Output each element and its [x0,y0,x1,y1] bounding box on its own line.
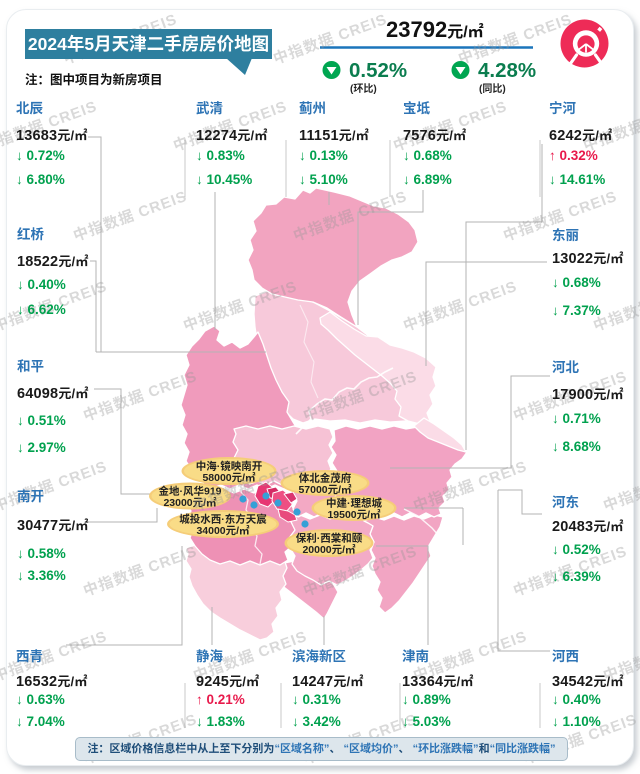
svg-text:20000元/㎡: 20000元/㎡ [302,544,356,556]
svg-text:金地·风华919: 金地·风华919 [158,485,221,498]
svg-text:体北金茂府: 体北金茂府 [299,472,352,485]
svg-text:34000元/㎡: 34000元/㎡ [196,525,250,537]
svg-text:58000元/㎡: 58000元/㎡ [202,472,256,484]
svg-text:保利·西棠和颐: 保利·西棠和颐 [296,532,363,545]
svg-text:23000元/㎡: 23000元/㎡ [163,497,217,509]
svg-text:19500元/㎡: 19500元/㎡ [327,509,381,521]
svg-text:57000元/㎡: 57000元/㎡ [298,484,352,496]
svg-text:城投水西·东方天宸: 城投水西·东方天宸 [179,513,267,526]
svg-text:中海·镜映南开: 中海·镜映南开 [196,460,263,473]
svg-text:中建·理想城: 中建·理想城 [326,497,382,510]
